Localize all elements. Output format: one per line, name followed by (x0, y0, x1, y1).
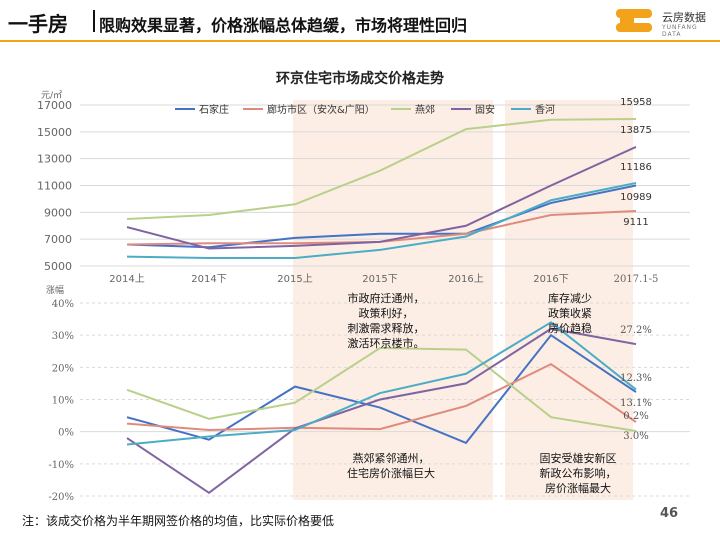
growth-series-line (126, 362, 637, 432)
yunfang-logo (616, 9, 652, 32)
highlight-band-recent (505, 100, 633, 500)
x-tick-label: 2016下 (533, 274, 568, 285)
x-tick-label: 2015上 (277, 273, 312, 285)
legend-label: 石家庄 (199, 103, 229, 116)
growth-tick-label: 10% (52, 396, 74, 407)
growth-end-label: 0.2% (623, 411, 648, 422)
growth-tick-label: 0% (58, 428, 74, 439)
growth-series-line (126, 333, 637, 445)
price-axis-label: 元/㎡ (41, 90, 62, 101)
price-tick-label: 17000 (37, 99, 72, 112)
price-series-line (126, 146, 637, 250)
price-tick-label: 9000 (44, 206, 72, 219)
price-series-line (126, 117, 637, 221)
growth-series-line (126, 347, 637, 433)
growth-axis-label: 涨幅 (46, 284, 64, 296)
growth-tick-label: -20% (48, 492, 74, 503)
growth-end-label: 27.2% (620, 325, 652, 336)
page-number: 46 (660, 506, 679, 521)
growth-end-label: 12.3% (620, 373, 652, 384)
highlight-band-policy (293, 100, 493, 500)
price-end-label: 11186 (620, 162, 652, 173)
price-end-label: 9111 (623, 217, 648, 228)
annotation-guan: 固安受雄安新区 新政公布影响， 房价涨幅最大 (539, 452, 617, 495)
logo-mark-joint (620, 18, 634, 23)
growth-series-line (126, 321, 637, 446)
legend-label: 固安 (475, 103, 495, 116)
price-tick-label: 13000 (37, 153, 72, 166)
x-tick-label: 2017.1-5 (614, 274, 659, 285)
annotation-yanjiao: 燕郊紧邻通州， 住宅房价涨幅巨大 (347, 452, 435, 480)
annotation-tongzhou: 市政府迁通州， 政策利好， 刺激需求释放， 激活环京楼市。 (347, 292, 425, 350)
footnote: 注：该成交价格为半年期网签价格的均值，比实际价格要低 (22, 514, 335, 528)
legend-label: 燕郊 (415, 103, 435, 116)
growth-series-line (126, 327, 637, 495)
growth-tick-label: 40% (52, 299, 74, 310)
price-end-label: 10989 (620, 192, 652, 203)
price-series-line (126, 182, 637, 259)
growth-tick-label: 20% (52, 363, 74, 374)
x-tick-label: 2014上 (109, 273, 144, 285)
x-tick-label: 2016上 (448, 273, 483, 285)
price-tick-label: 11000 (37, 180, 72, 193)
x-tick-label: 2015下 (362, 274, 397, 285)
price-end-label: 13875 (620, 125, 652, 136)
logo-mark-bottom (616, 23, 652, 32)
legend-label: 香河 (535, 104, 555, 116)
growth-tick-label: -10% (48, 460, 74, 471)
price-series-line (126, 184, 637, 249)
annotation-policy: 库存减少 政策收紧 房价趋稳 (548, 292, 592, 335)
page-title: 一手房 (8, 12, 68, 36)
x-tick-label: 2014下 (191, 274, 226, 285)
logo-mark-top (616, 9, 652, 18)
price-tick-label: 15000 (37, 126, 72, 139)
title-divider (93, 10, 95, 32)
chart-title: 环京住宅市场成交价格走势 (276, 71, 444, 87)
legend-label: 廊坊市区（安次&广阳） (267, 103, 375, 116)
price-tick-label: 7000 (44, 233, 72, 246)
growth-tick-label: 30% (52, 331, 74, 342)
logo-subtext: YUNFANG DATA (662, 24, 698, 38)
price-end-label: 15958 (620, 97, 652, 108)
logo-text: 云房数据 (662, 11, 706, 24)
page-subtitle: 限购效果显著，价格涨幅总体趋缓，市场将理性回归 (99, 16, 468, 35)
header: 一手房 限购效果显著，价格涨幅总体趋缓，市场将理性回归 云房数据 YUNFANG… (0, 0, 720, 44)
header-rule (0, 40, 720, 42)
growth-end-label: 3.0% (623, 431, 648, 442)
growth-end-label: 13.1% (620, 398, 652, 409)
price-tick-label: 5000 (44, 260, 72, 273)
